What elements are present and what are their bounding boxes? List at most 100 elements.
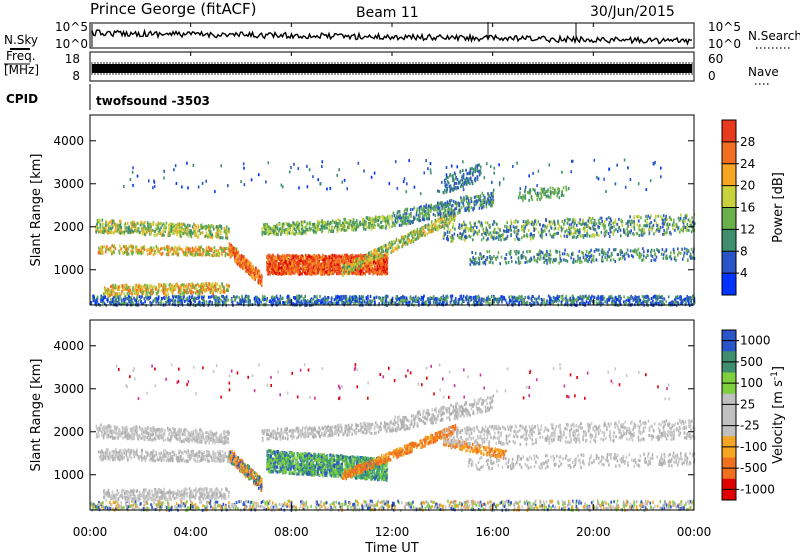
- range-gate-cell: [297, 299, 300, 303]
- range-gate-cell: [200, 290, 202, 294]
- range-gate-cell: [146, 248, 148, 252]
- range-gate-cell: [204, 234, 207, 238]
- range-gate-cell: [146, 296, 148, 300]
- range-gate-cell: [233, 298, 236, 302]
- range-gate-cell: [330, 300, 332, 304]
- range-gate-cell: [284, 269, 287, 273]
- range-gate-cell: [134, 290, 136, 294]
- range-gate-cell: [161, 223, 164, 227]
- range-gate-cell: [656, 297, 659, 300]
- range-gate-cell: [117, 301, 119, 305]
- range-gate-cell: [256, 298, 258, 302]
- range-gate-cell: [135, 248, 137, 252]
- range-gate-cell: [162, 289, 164, 293]
- range-gate-cell: [171, 302, 174, 306]
- range-gate-cell: [344, 300, 347, 304]
- range-gate-cell: [279, 294, 282, 298]
- range-gate-cell: [139, 230, 141, 234]
- range-gate-cell: [587, 301, 590, 305]
- range-gate-cell: [676, 302, 678, 306]
- range-gate-cell: [165, 221, 168, 225]
- range-gate-cell: [185, 291, 188, 295]
- range-gate-cell: [679, 302, 682, 306]
- range-gate-cell: [187, 291, 189, 295]
- range-gate-cell: [148, 296, 150, 300]
- range-gate-cell: [366, 268, 369, 271]
- range-gate-cell: [215, 296, 217, 300]
- range-gate-cell: [362, 299, 364, 303]
- range-gate-cell: [217, 233, 220, 237]
- range-gate-cell: [179, 232, 181, 236]
- range-gate-cell: [149, 284, 151, 288]
- range-gate-cell: [97, 226, 99, 230]
- range-gate-cell: [546, 299, 548, 303]
- range-gate-cell: [148, 226, 151, 230]
- range-gate-cell: [167, 299, 169, 303]
- range-gate-cell: [305, 257, 308, 261]
- range-gate-cell: [101, 218, 104, 222]
- range-gate-cell: [200, 245, 203, 249]
- range-gate-cell: [354, 272, 357, 275]
- range-gate-cell: [276, 295, 278, 299]
- range-gate-cell: [104, 295, 106, 299]
- range-gate-cell: [532, 301, 535, 305]
- range-gate-cell: [174, 245, 177, 249]
- range-gate-cell: [521, 300, 524, 304]
- range-gate-cell: [663, 302, 665, 306]
- range-gate-cell: [171, 231, 174, 235]
- range-gate-cell: [554, 297, 556, 301]
- range-gate-cell: [517, 296, 519, 300]
- range-gate-cell: [323, 300, 325, 304]
- range-gate-cell: [655, 297, 657, 301]
- freq-tick-left-bottom: 8: [72, 69, 80, 83]
- range-gate-cell: [239, 298, 241, 302]
- range-gate-cell: [380, 262, 383, 266]
- range-gate-cell: [155, 292, 158, 296]
- range-gate-cell: [211, 301, 213, 304]
- range-gate-cell: [268, 300, 271, 303]
- range-gate-cell: [296, 301, 298, 305]
- range-gate-cell: [360, 269, 363, 273]
- range-gate-cell: [571, 302, 574, 306]
- range-gate-cell: [191, 231, 194, 235]
- range-gate-cell: [623, 295, 625, 299]
- range-gate-cell: [523, 301, 526, 305]
- range-gate-cell: [215, 225, 218, 229]
- range-gate-cell: [483, 297, 485, 301]
- range-gate-cell: [174, 294, 176, 298]
- range-gate-cell: [590, 296, 592, 300]
- range-gate-cell: [182, 291, 185, 295]
- range-gate-cell: [422, 296, 424, 300]
- range-gate-cell: [123, 232, 125, 236]
- range-gate-cell: [186, 302, 189, 306]
- range-gate-cell: [140, 252, 142, 256]
- range-gate-cell: [435, 297, 437, 301]
- range-gate-cell: [183, 283, 185, 287]
- range-gate-cell: [166, 247, 168, 251]
- range-gate-cell: [494, 297, 496, 301]
- range-gate-cell: [385, 254, 387, 258]
- range-gate-cell: [143, 220, 146, 224]
- range-gate-cell: [376, 268, 379, 272]
- range-gate-cell: [231, 249, 233, 253]
- range-gate-cell: [632, 296, 634, 300]
- range-gate-cell: [134, 224, 136, 228]
- range-gate-cell: [95, 230, 97, 234]
- range-gate-cell: [339, 295, 342, 299]
- range-gate-cell: [111, 300, 114, 304]
- range-gate-cell: [327, 260, 329, 264]
- range-gate-cell: [172, 252, 174, 256]
- range-gate-cell: [172, 298, 175, 302]
- range-gate-cell: [261, 276, 263, 280]
- range-gate-cell: [278, 299, 280, 302]
- cpid-value: twofsound -3503: [96, 94, 210, 108]
- range-gate-cell: [142, 229, 144, 233]
- range-gate-cell: [441, 297, 443, 301]
- range-gate-cell: [287, 299, 289, 303]
- range-gate-cell: [103, 301, 105, 304]
- range-gate-cell: [224, 298, 226, 302]
- range-gate-cell: [215, 231, 217, 235]
- range-gate-cell: [582, 295, 584, 299]
- range-gate-cell: [395, 298, 398, 302]
- range-gate-cell: [98, 218, 100, 222]
